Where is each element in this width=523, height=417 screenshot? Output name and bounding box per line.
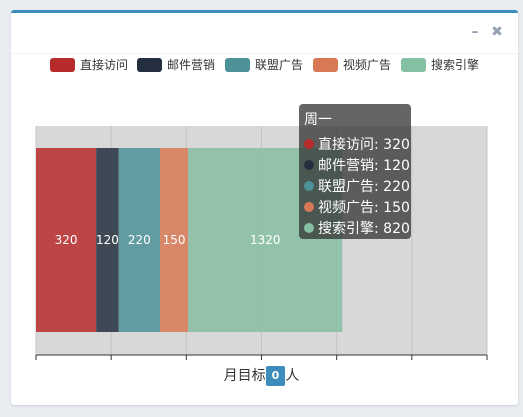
- bar-segment[interactable]: [36, 148, 97, 332]
- legend-label: 直接访问: [80, 58, 129, 72]
- bar-segment[interactable]: [96, 148, 119, 332]
- tooltip-dot: [304, 202, 314, 212]
- legend-label: 搜索引擎: [431, 58, 480, 72]
- close-icon[interactable]: ✖: [491, 24, 503, 40]
- tooltip-series-name: 直接访问: [318, 137, 374, 153]
- tooltip-dot: [304, 223, 314, 233]
- tooltip-series-name: 搜索引擎: [318, 221, 374, 237]
- legend-item-email[interactable]: 邮件营销: [137, 58, 215, 74]
- legend-swatch: [225, 58, 250, 72]
- tooltip-row: 搜索引擎: 820: [304, 220, 410, 238]
- tooltip-series-value: 320: [383, 137, 410, 153]
- tooltip-row: 邮件营销: 120: [304, 157, 410, 175]
- tooltip-series-value: 220: [383, 179, 410, 195]
- chart-tooltip: 周一 直接访问: 320 邮件营销: 120 联盟广告: 220 视频广告: 1…: [299, 104, 411, 239]
- legend-swatch: [313, 58, 338, 72]
- tooltip-row: 视频广告: 150: [304, 199, 410, 217]
- minus-icon[interactable]: –: [471, 24, 479, 40]
- bar-data-label: 320: [55, 233, 78, 247]
- bar-data-label: 150: [163, 233, 186, 247]
- slider-label-before: 月目标: [223, 368, 266, 384]
- legend-item-direct[interactable]: 直接访问: [50, 58, 128, 74]
- legend-item-search[interactable]: 搜索引擎: [401, 58, 479, 74]
- bar-data-label: 220: [128, 233, 151, 247]
- tooltip-series-name: 视频广告: [318, 200, 374, 216]
- slider-label-after: 人: [285, 368, 300, 384]
- legend-swatch: [137, 58, 162, 72]
- tooltip-row: 直接访问: 320: [304, 136, 410, 154]
- legend-item-video[interactable]: 视频广告: [313, 58, 391, 74]
- legend-item-union[interactable]: 联盟广告: [225, 58, 303, 74]
- legend-label: 视频广告: [343, 58, 392, 72]
- tooltip-series-name: 联盟广告: [318, 179, 374, 195]
- tooltip-series-name: 邮件营销: [318, 158, 374, 174]
- tooltip-series-value: 150: [383, 200, 410, 216]
- x-axis-ticks: [35, 355, 488, 360]
- legend-swatch: [401, 58, 426, 72]
- tooltip-dot: [304, 181, 314, 191]
- tooltip-series-value: 820: [383, 221, 410, 237]
- tooltip-title: 周一: [304, 112, 332, 128]
- legend-label: 邮件营销: [167, 58, 216, 72]
- tooltip-row: 联盟广告: 220: [304, 178, 410, 196]
- bar-data-label: 120: [96, 233, 119, 247]
- bar-segment[interactable]: [160, 148, 189, 332]
- bar-segment[interactable]: [118, 148, 161, 332]
- legend-label: 联盟广告: [255, 58, 304, 72]
- legend-swatch: [50, 58, 75, 72]
- data-labels: 320 120 220 150 1320: [55, 233, 281, 247]
- tooltip-dot: [304, 139, 314, 149]
- bar-series: [36, 148, 343, 332]
- target-slider-label: 月目标 0 人: [0, 366, 523, 386]
- tooltip-dot: [304, 160, 314, 170]
- tooltip-series-value: 120: [383, 158, 410, 174]
- bar-data-label: 1320: [250, 233, 281, 247]
- slider-value-handle[interactable]: 0: [265, 366, 286, 386]
- panel-header: – ✖: [11, 13, 518, 54]
